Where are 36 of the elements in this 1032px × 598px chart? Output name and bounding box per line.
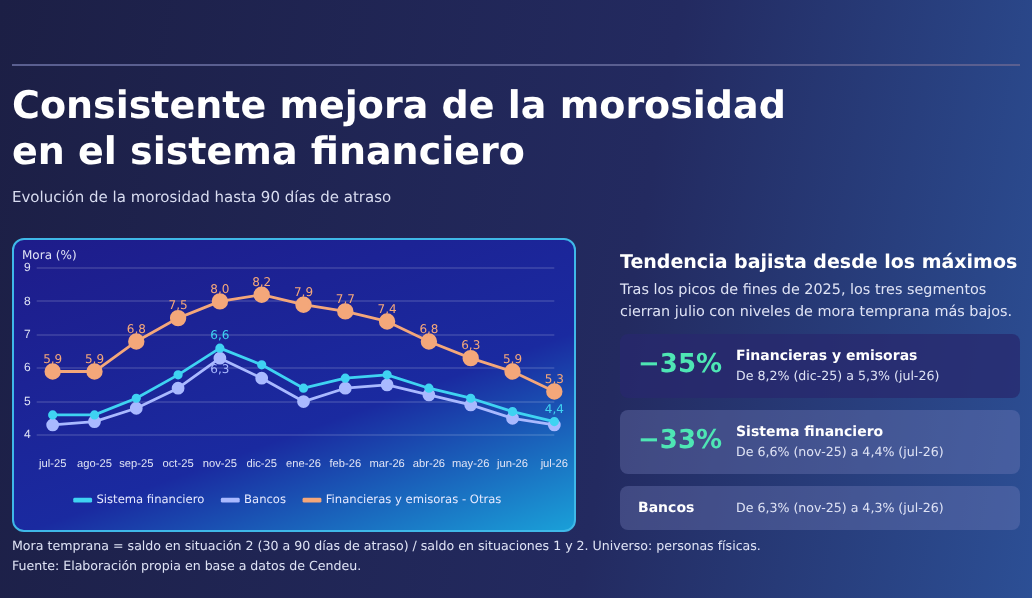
point [424,383,434,393]
text: −33% [638,426,723,456]
point [131,393,141,403]
point [420,333,438,350]
text: Tendencia bajista desde los máximos [620,252,1020,274]
point [257,360,267,370]
point [215,343,225,353]
text: −35% [638,350,723,380]
point [173,370,183,380]
point [297,395,310,408]
point [337,303,354,320]
point [171,381,185,395]
point [86,363,103,380]
point [546,383,563,400]
point [382,370,392,380]
chart-title: Consistente mejora de la morosidad en el sistema financiero [12,84,788,176]
point [255,371,269,385]
point [213,351,227,365]
point [46,418,60,432]
point [129,401,143,415]
point [295,296,312,313]
point [338,381,352,395]
point [380,378,394,392]
point [298,383,309,393]
point [466,393,476,403]
point [48,410,58,420]
point [89,410,100,420]
point [507,406,518,417]
point [549,417,559,427]
point [378,313,396,330]
point [253,286,270,303]
point [128,333,145,350]
point [340,373,350,383]
point [504,363,521,380]
point [44,363,61,380]
point [211,293,229,310]
